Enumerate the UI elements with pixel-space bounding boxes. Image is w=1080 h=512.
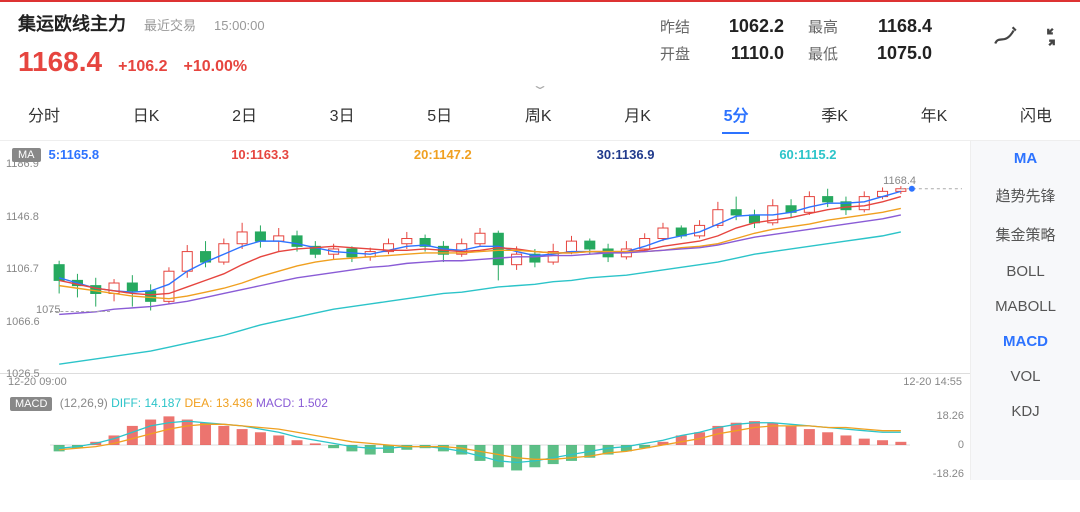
stat-high-lbl: 最高 — [808, 16, 838, 37]
last-trade-time: 15:00:00 — [214, 18, 265, 33]
ma-legend: MA 5:1165.810:1163.320:1147.230:1136.960… — [0, 141, 970, 164]
y-tick: 1146.8 — [6, 211, 39, 223]
y-tick: 1186.9 — [6, 158, 39, 170]
stat-high: 1168.4 — [862, 16, 932, 37]
stat-low-lbl: 最低 — [808, 43, 838, 64]
stat-prev-close-lbl: 昨结 — [660, 16, 690, 37]
tab-闪电[interactable]: 闪电 — [1020, 102, 1052, 132]
stat-open: 1110.0 — [714, 43, 784, 64]
low-label: 1075 — [36, 304, 60, 316]
draw-icon[interactable] — [992, 24, 1018, 53]
y-tick: 1066.6 — [6, 316, 40, 328]
chevron-down-icon[interactable]: ⌄ — [531, 78, 549, 92]
macd-y-tick: -18.26 — [933, 468, 964, 480]
sidebar-item-MA[interactable]: MA — [971, 141, 1080, 176]
tab-5分[interactable]: 5分 — [724, 102, 749, 132]
macd-dea: DEA: 13.436 — [184, 396, 252, 410]
macd-chart-svg — [0, 410, 970, 480]
y-tick: 1026.5 — [6, 368, 40, 380]
price-change-pct: +10.00% — [184, 58, 248, 76]
tab-季K[interactable]: 季K — [821, 102, 848, 132]
macd-diff: DIFF: 14.187 — [111, 396, 181, 410]
ma-legend-item: 60:1115.2 — [779, 147, 958, 162]
macd-chart[interactable]: 18.26 0 -18.26 — [0, 410, 970, 480]
macd-legend: MACD (12,26,9) DIFF: 14.187 DEA: 13.436 … — [0, 392, 970, 410]
tab-月K[interactable]: 月K — [624, 102, 651, 132]
macd-y-tick: 18.26 — [936, 410, 964, 422]
sidebar-item-集金策略[interactable]: 集金策略 — [971, 215, 1080, 254]
sidebar-item-趋势先锋[interactable]: 趋势先锋 — [971, 176, 1080, 215]
ma-legend-item: 30:1136.9 — [597, 147, 776, 162]
x-axis: 12-20 09:00 12-20 14:55 — [0, 374, 970, 392]
instrument-title: 集运欧线主力 — [18, 10, 126, 36]
tab-3日[interactable]: 3日 — [330, 102, 355, 132]
last-trade-label: 最近交易 — [144, 15, 196, 34]
price-change: +106.2 — [118, 58, 167, 76]
interval-tabs: 分时 日K 2日 3日 5日 周K 月K 5分 季K 年K 闪电 — [0, 92, 1080, 141]
collapse-icon[interactable] — [1040, 26, 1062, 51]
ma-legend-item: 20:1147.2 — [414, 147, 593, 162]
price-chart-svg — [0, 164, 970, 374]
tab-日K[interactable]: 日K — [133, 102, 160, 132]
tab-周K[interactable]: 周K — [525, 102, 552, 132]
sidebar-item-KDJ[interactable]: KDJ — [971, 394, 1080, 429]
tab-年K[interactable]: 年K — [921, 102, 948, 132]
stat-low: 1075.0 — [862, 43, 932, 64]
stat-prev-close: 1062.2 — [714, 16, 784, 37]
header: 集运欧线主力 最近交易 15:00:00 1168.4 +106.2 +10.0… — [0, 2, 1080, 78]
macd-params: (12,26,9) — [60, 396, 108, 410]
stat-open-lbl: 开盘 — [660, 43, 690, 64]
ma-legend-item: 10:1163.3 — [231, 147, 410, 162]
quote-stats: 昨结 1062.2 最高 1168.4 开盘 1110.0 最低 1075.0 — [660, 10, 932, 64]
tab-5日[interactable]: 5日 — [427, 102, 452, 132]
price-chart[interactable]: 1186.91146.81106.71066.61026.510751168.4 — [0, 164, 970, 374]
ma-legend-item: 5:1165.8 — [49, 147, 228, 162]
sidebar-item-VOL[interactable]: VOL — [971, 359, 1080, 394]
macd-y-tick: 0 — [958, 439, 964, 451]
macd-macd: MACD: 1.502 — [256, 396, 328, 410]
last-price-tag: 1168.4 — [883, 175, 916, 187]
sidebar-item-MABOLL[interactable]: MABOLL — [971, 289, 1080, 324]
tab-分时[interactable]: 分时 — [28, 102, 60, 132]
x-end: 12-20 14:55 — [903, 376, 962, 388]
last-price: 1168.4 — [18, 46, 102, 78]
macd-label: MACD — [10, 397, 52, 411]
tab-2日[interactable]: 2日 — [232, 102, 257, 132]
sidebar-item-BOLL[interactable]: BOLL — [971, 254, 1080, 289]
y-tick: 1106.7 — [6, 263, 39, 275]
sidebar-item-MACD[interactable]: MACD — [971, 324, 1080, 359]
indicator-sidebar: MA趋势先锋集金策略BOLLMABOLLMACDVOLKDJ — [970, 141, 1080, 480]
